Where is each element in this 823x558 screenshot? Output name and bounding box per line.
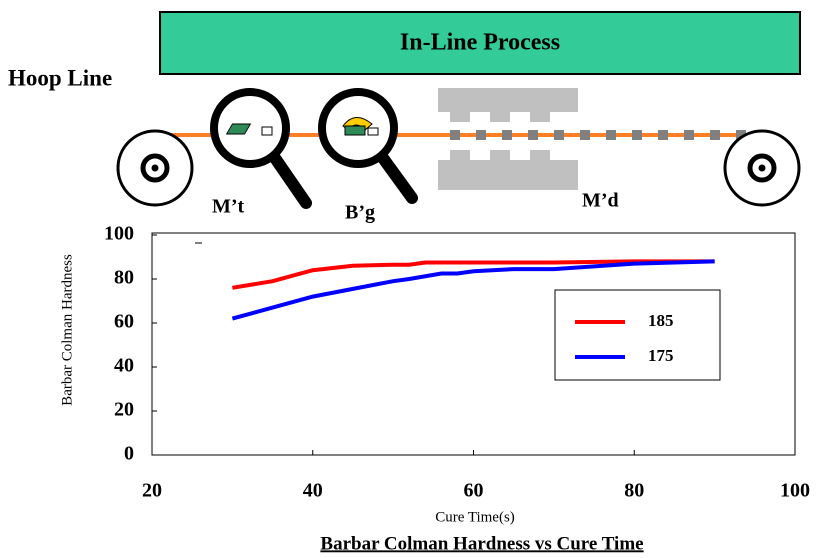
x-axis-label: Cure Time(s)	[435, 509, 515, 525]
x-tick-label: 80	[624, 480, 644, 502]
banner-text: In-Line Process	[400, 30, 560, 56]
chart-title: Barbar Colman Hardness vs Cure Time	[320, 533, 643, 554]
y-tick-label: 20	[114, 399, 134, 421]
legend-label: 175	[648, 346, 674, 365]
y-axis-label: Barbar Colman Hardness	[59, 254, 75, 406]
station-label: M’d	[582, 190, 619, 212]
legend-label: 185	[648, 311, 674, 330]
y-tick-label: 0	[124, 443, 134, 465]
line-label: Hoop Line	[8, 65, 112, 90]
y-tick-label: 60	[114, 311, 134, 333]
station-label: B’g	[345, 202, 375, 224]
station-label: M’t	[212, 196, 245, 218]
x-tick-label: 60	[464, 480, 484, 502]
x-tick-label: 20	[142, 480, 162, 502]
y-tick-label: 40	[114, 355, 134, 377]
page: In-Line Process Hoop Line M’t B’g M’d 02…	[0, 0, 823, 558]
magnifiers	[214, 92, 412, 203]
y-tick-label: 80	[114, 267, 134, 289]
y-tick-label: 100	[104, 223, 134, 245]
legend	[555, 290, 720, 380]
x-tick-label: 100	[780, 480, 810, 502]
chart: 0 20 40 60 80 100 20 40 60 80 100 Cure Time(s) Barba…	[59, 223, 810, 555]
x-tick-label: 40	[303, 480, 323, 502]
